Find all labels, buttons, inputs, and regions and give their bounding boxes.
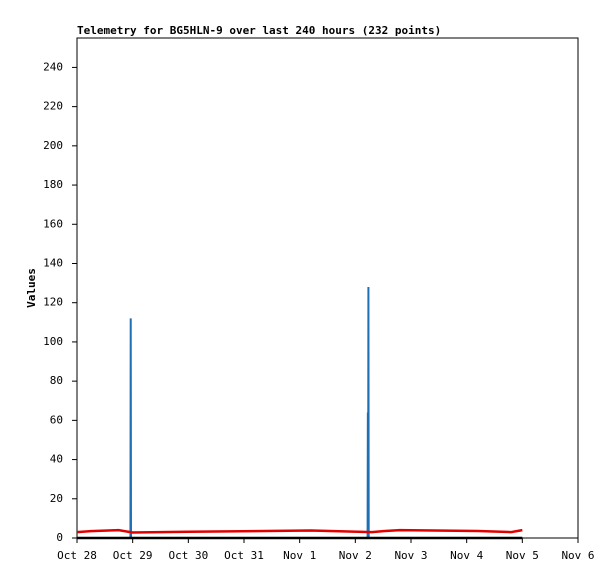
x-tick-label: Nov 2 bbox=[339, 549, 372, 562]
x-tick-label: Oct 30 bbox=[168, 549, 208, 562]
x-tick-label: Oct 28 bbox=[57, 549, 97, 562]
y-tick-label: 60 bbox=[50, 413, 63, 426]
y-tick-label: 220 bbox=[43, 100, 63, 113]
series-line bbox=[76, 528, 523, 534]
chart-title: Telemetry for BG5HLN-9 over last 240 hou… bbox=[77, 24, 441, 37]
x-tick-label: Oct 31 bbox=[224, 549, 264, 562]
y-tick-label: 80 bbox=[50, 374, 63, 387]
y-tick-label: 140 bbox=[43, 256, 63, 269]
y-tick-label: 180 bbox=[43, 178, 63, 191]
y-tick-label: 160 bbox=[43, 217, 63, 230]
y-axis-label: Values bbox=[25, 268, 38, 308]
y-tick-label: 240 bbox=[43, 60, 63, 73]
x-tick-label: Oct 29 bbox=[113, 549, 153, 562]
x-tick-label: Nov 1 bbox=[283, 549, 316, 562]
y-tick-label: 40 bbox=[50, 453, 63, 466]
y-tick-label: 120 bbox=[43, 296, 63, 309]
x-tick-label: Nov 6 bbox=[561, 549, 594, 562]
y-tick-label: 0 bbox=[56, 531, 63, 544]
y-tick-label: 100 bbox=[43, 335, 63, 348]
series-line bbox=[129, 287, 370, 539]
x-tick-label: Nov 4 bbox=[450, 549, 483, 562]
y-tick-label: 200 bbox=[43, 139, 63, 152]
y-tick-label: 20 bbox=[50, 492, 63, 505]
x-tick-label: Nov 3 bbox=[394, 549, 427, 562]
x-tick-label: Nov 5 bbox=[506, 549, 539, 562]
plot-frame bbox=[76, 37, 579, 539]
